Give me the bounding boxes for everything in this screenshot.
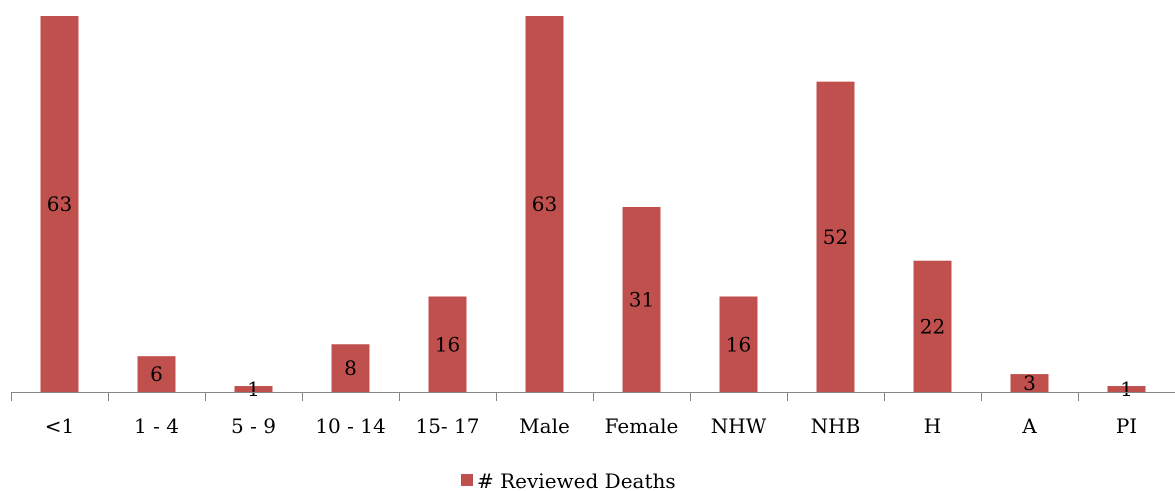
bar-5 xyxy=(525,16,564,392)
data-label-0: 63 xyxy=(47,192,72,216)
x-tick-label-3: 10 - 14 xyxy=(315,414,385,438)
x-tick-label-7: NHW xyxy=(711,414,767,438)
bars-group xyxy=(40,16,1146,393)
legend-swatch xyxy=(461,474,473,486)
data-label-1: 6 xyxy=(150,362,163,386)
bar-7 xyxy=(719,296,758,392)
x-tick-label-6: Female xyxy=(605,414,679,438)
data-label-11: 1 xyxy=(1120,377,1133,401)
bar-0 xyxy=(40,16,79,392)
x-tick-label-10: A xyxy=(1021,414,1037,438)
bar-11 xyxy=(1107,386,1146,392)
bar-2 xyxy=(234,386,273,392)
data-label-5: 63 xyxy=(532,192,557,216)
x-tick-label-1: 1 - 4 xyxy=(134,414,179,438)
x-tick-label-5: Male xyxy=(519,414,570,438)
data-label-9: 22 xyxy=(920,314,945,338)
bar-10 xyxy=(1010,374,1049,392)
bar-9 xyxy=(913,260,952,392)
x-tick-label-8: NHB xyxy=(811,414,861,438)
data-label-7: 16 xyxy=(726,332,751,356)
data-label-10: 3 xyxy=(1023,371,1036,395)
x-ticks-group xyxy=(11,392,1079,401)
x-tick-labels-group: <1 1 - 4 5 - 9 10 - 14 15- 17 Male Female NHW NH… xyxy=(45,414,1137,438)
bar-3 xyxy=(331,344,370,392)
x-tick-label-2: 5 - 9 xyxy=(231,414,276,438)
data-label-2: 1 xyxy=(247,377,260,401)
data-label-6: 31 xyxy=(629,287,654,311)
x-tick-label-4: 15- 17 xyxy=(415,414,479,438)
data-label-8: 52 xyxy=(823,225,848,249)
bar-8 xyxy=(816,81,855,393)
x-tick-label-11: PI xyxy=(1116,414,1137,438)
data-label-3: 8 xyxy=(344,356,357,380)
legend-label: # Reviewed Deaths xyxy=(477,469,676,491)
bar-1 xyxy=(137,356,176,392)
legend: # Reviewed Deaths xyxy=(461,469,676,491)
x-tick-label-9: H xyxy=(924,414,941,438)
x-tick-label-0: <1 xyxy=(45,414,74,438)
data-label-4: 16 xyxy=(435,332,460,356)
bar-6 xyxy=(622,206,661,392)
bar-4 xyxy=(428,296,467,392)
